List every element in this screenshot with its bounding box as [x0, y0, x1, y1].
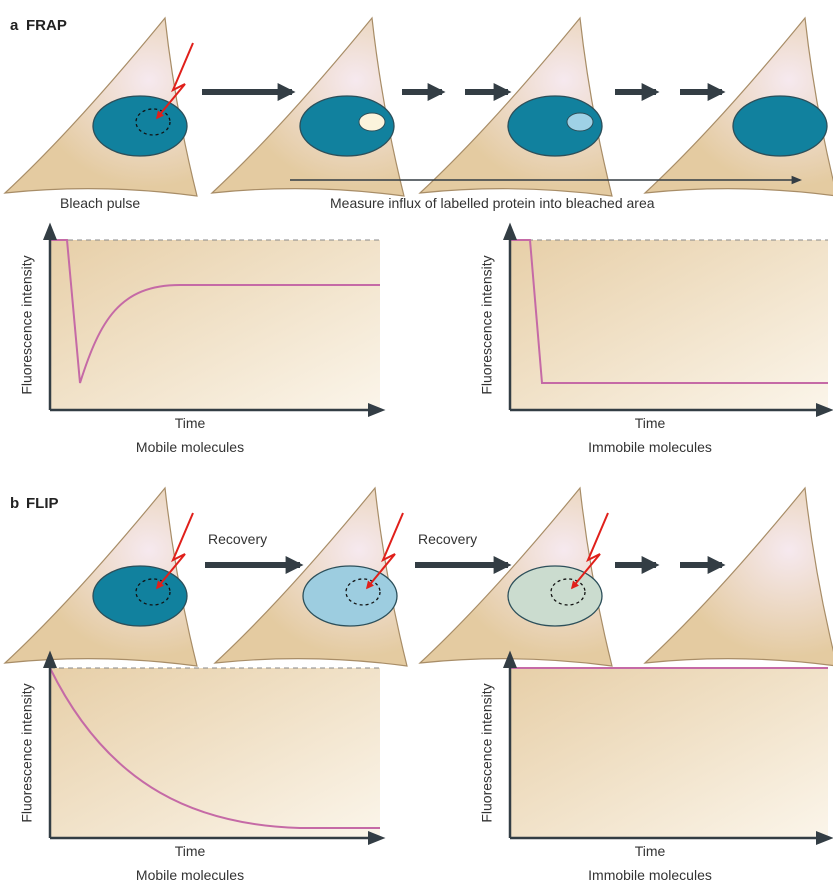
- nucleus: [302, 565, 398, 627]
- arrow-label: Recovery: [418, 531, 477, 547]
- nucleus: [732, 95, 828, 157]
- bleached-area: [566, 112, 594, 132]
- plot-area: [510, 668, 828, 838]
- bleach-region: [135, 108, 171, 136]
- graph-caption: Mobile molecules: [136, 867, 244, 883]
- nucleus: [507, 565, 603, 627]
- panel-title: FLIP: [26, 495, 59, 512]
- panel-label: a: [10, 17, 19, 34]
- x-axis-label: Time: [175, 415, 206, 431]
- intensity-curve: [510, 239, 828, 384]
- graph-caption: Mobile molecules: [136, 439, 244, 455]
- bleached-area: [358, 112, 386, 132]
- y-axis-label: Fluorescence intensity: [19, 255, 35, 394]
- y-axis-label: Fluorescence intensity: [479, 683, 495, 822]
- plot-area: [50, 240, 380, 410]
- graph-caption: Immobile molecules: [588, 867, 712, 883]
- plot-area: [50, 668, 380, 838]
- panel-title: FRAP: [26, 17, 67, 34]
- panel-label: b: [10, 495, 19, 512]
- bleach-pulse: [155, 42, 194, 120]
- intensity-curve: [50, 239, 380, 384]
- bleach-pulse: [570, 512, 609, 590]
- measure-label: Measure influx of labelled protein into …: [330, 195, 655, 211]
- x-axis-label: Time: [635, 843, 666, 859]
- bleach-region: [135, 578, 171, 606]
- y-axis-label: Fluorescence intensity: [19, 683, 35, 822]
- graph-caption: Immobile molecules: [588, 439, 712, 455]
- nucleus: [92, 565, 188, 627]
- plot-area: [510, 240, 828, 410]
- arrow-label: Recovery: [208, 531, 267, 547]
- bleach-pulse: [155, 512, 194, 590]
- bleach-pulse: [365, 512, 404, 590]
- x-axis-label: Time: [175, 843, 206, 859]
- nucleus: [507, 95, 603, 157]
- y-axis-label: Fluorescence intensity: [479, 255, 495, 394]
- intensity-curve: [49, 667, 380, 829]
- step-label: Bleach pulse: [60, 195, 140, 211]
- nucleus: [92, 95, 188, 157]
- bleach-region: [550, 578, 586, 606]
- nucleus: [299, 95, 395, 157]
- bleach-region: [345, 578, 381, 606]
- x-axis-label: Time: [635, 415, 666, 431]
- cell: [643, 486, 833, 667]
